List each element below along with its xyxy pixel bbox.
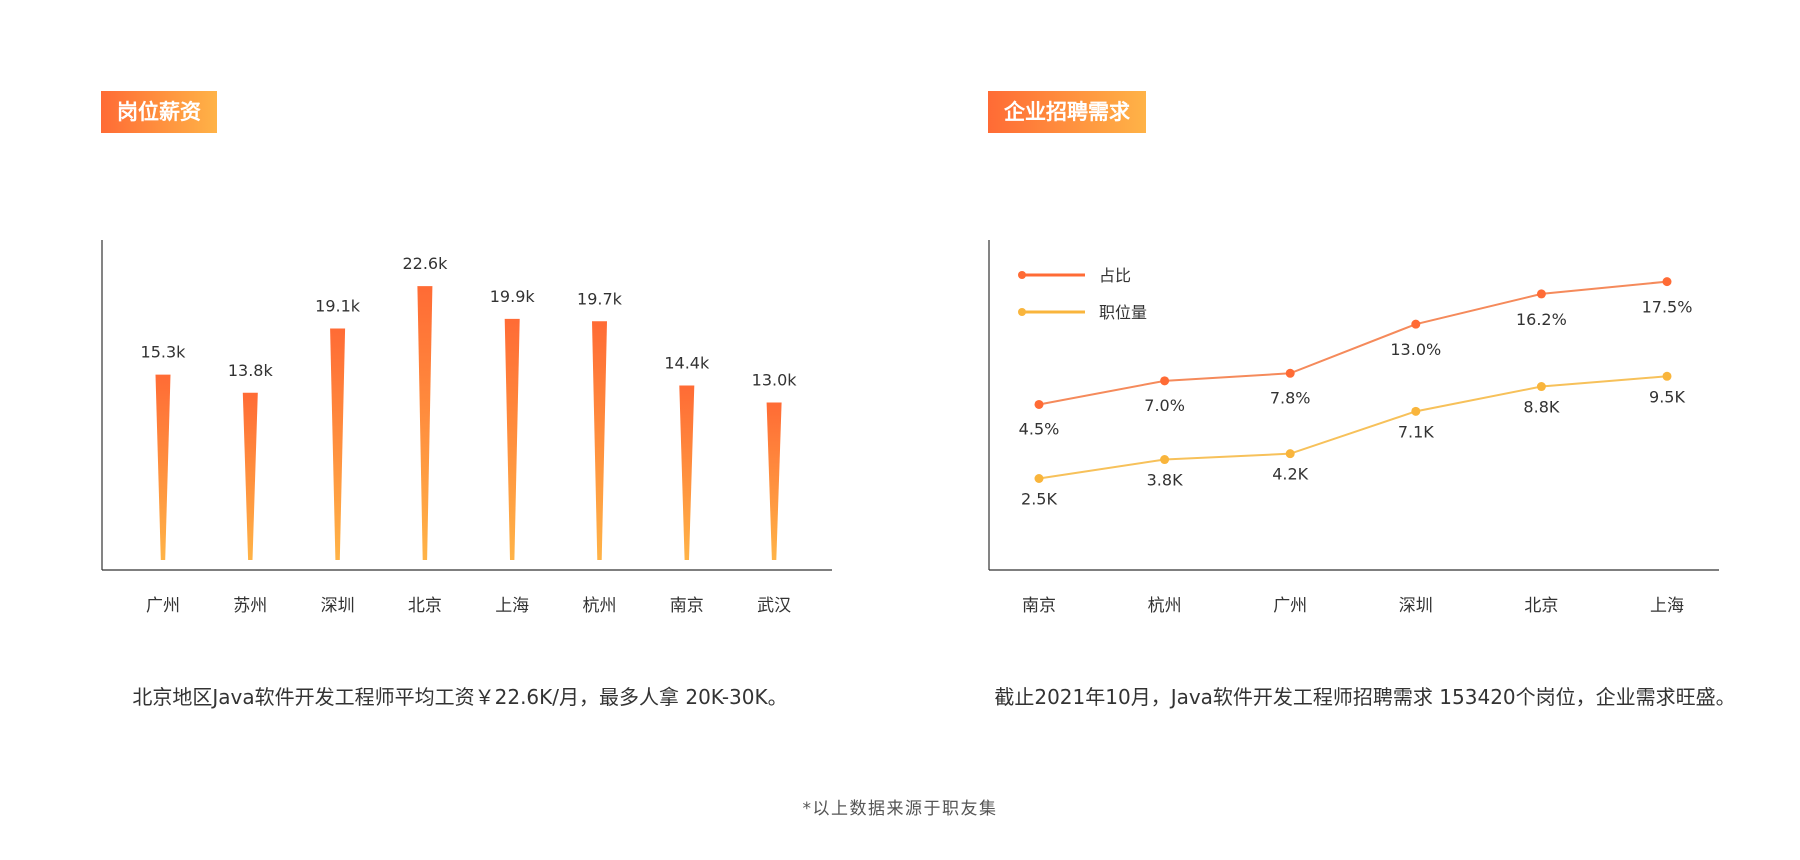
demand-x-tick-label: 南京 — [1022, 596, 1056, 616]
ratio-point — [1034, 399, 1044, 409]
ratio-point-label: 7.0% — [1144, 396, 1185, 415]
salary-x-tick-label: 杭州 — [583, 596, 617, 616]
legend-ratio-marker — [1018, 271, 1026, 279]
salary-caption: 北京地区Java软件开发工程师平均工资￥22.6K/月，最多人拿 20K-30K… — [132, 685, 788, 709]
salary-x-tick-label: 广州 — [146, 596, 180, 616]
salary-x-tick-label: 苏州 — [233, 596, 267, 616]
salary-bar — [155, 374, 171, 560]
salary-section-tag: 岗位薪资 — [101, 91, 217, 133]
ratio-point — [1536, 289, 1546, 299]
positions-point-label: 2.5K — [1021, 490, 1057, 509]
salary-x-tick-label: 南京 — [670, 596, 704, 616]
ratio-point-label: 4.5% — [1019, 419, 1060, 438]
salary-bar-value-label: 14.4k — [664, 354, 710, 373]
ratio-point-label: 16.2% — [1516, 310, 1567, 329]
ratio-point — [1285, 368, 1295, 378]
data-source-note: *以上数据来源于职友集 — [802, 799, 998, 819]
positions-point — [1160, 455, 1170, 465]
salary-bar — [766, 402, 782, 560]
salary-bar-value-label: 19.7k — [577, 289, 623, 308]
positions-point-label: 8.8K — [1523, 398, 1559, 417]
salary-bar — [417, 286, 433, 560]
salary-x-tick-label: 武汉 — [757, 596, 791, 616]
positions-point — [1536, 382, 1546, 392]
ratio-point — [1411, 319, 1421, 329]
salary-bar — [592, 321, 607, 560]
positions-series-line — [1038, 375, 1668, 480]
salary-x-tick-label: 深圳 — [321, 596, 355, 616]
salary-bar-value-label: 15.3k — [141, 343, 187, 362]
positions-point-label: 7.1K — [1398, 422, 1434, 441]
demand-x-tick-label: 杭州 — [1148, 596, 1182, 616]
demand-x-tick-label: 深圳 — [1399, 596, 1433, 616]
salary-bar-value-label: 13.8k — [228, 361, 274, 380]
salary-x-tick-label: 北京 — [408, 596, 442, 616]
ratio-point-label: 7.8% — [1270, 388, 1311, 407]
positions-point — [1411, 406, 1421, 416]
salary-bar — [679, 385, 695, 560]
salary-bar — [504, 318, 520, 560]
demand-x-tick-label: 上海 — [1650, 596, 1684, 616]
demand-x-tick-label: 北京 — [1524, 596, 1558, 616]
positions-point-label: 4.2K — [1272, 465, 1308, 484]
salary-bar-chart: 15.3k 广州 13.8k 苏州 19.1k 深圳 22.6k 北京 19.9k 上海 19.7k… — [101, 240, 832, 616]
ratio-point-label: 13.0% — [1390, 340, 1441, 359]
positions-point-label: 9.5K — [1649, 387, 1685, 406]
demand-line-chart: 4.5% 7.0% 7.8% 13.0% 16.2% 17.5% 2.5K 3.8K 4.2K 7… — [988, 240, 1719, 616]
ratio-series-line — [1038, 280, 1668, 406]
positions-point — [1285, 449, 1295, 459]
demand-section-tag: 企业招聘需求 — [988, 91, 1146, 133]
ratio-point — [1160, 376, 1170, 386]
demand-caption: 截止2021年10月，Java软件开发工程师招聘需求 153420个岗位，企业需… — [994, 685, 1736, 709]
ratio-point-label: 17.5% — [1642, 298, 1693, 317]
salary-bar — [330, 328, 346, 560]
legend-positions-marker — [1018, 308, 1026, 316]
salary-bar-value-label: 13.0k — [752, 370, 798, 389]
salary-bar-value-label: 19.1k — [315, 297, 361, 316]
salary-bar — [242, 392, 258, 560]
positions-point-label: 3.8K — [1147, 471, 1183, 490]
legend-positions-label: 职位量 — [1099, 303, 1147, 322]
salary-bar-value-label: 19.9k — [490, 287, 536, 306]
positions-point — [1034, 474, 1044, 483]
salary-bar-value-label: 22.6k — [402, 254, 448, 273]
salary-x-tick-label: 上海 — [495, 596, 529, 616]
ratio-point — [1662, 277, 1672, 287]
positions-point — [1662, 371, 1672, 381]
legend-ratio-label: 占比 — [1099, 266, 1131, 285]
demand-x-tick-label: 广州 — [1273, 596, 1307, 616]
